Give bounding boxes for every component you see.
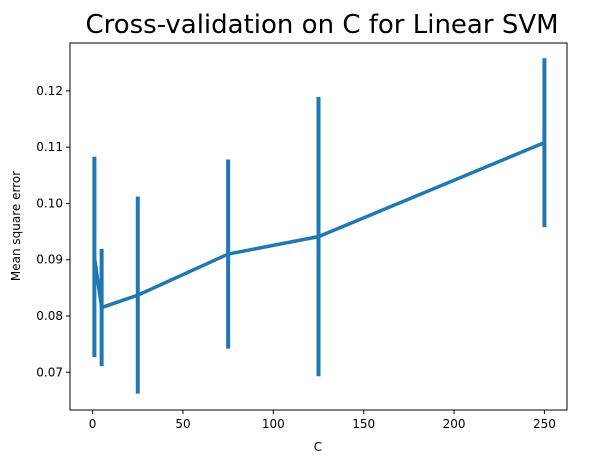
x-axis-label: C [314,440,322,454]
x-tick-label: 150 [352,417,375,431]
y-tick-label: 0.12 [36,84,63,98]
plot-area [92,58,547,394]
y-tick-label: 0.09 [36,253,63,267]
y-tick-label: 0.10 [36,196,63,210]
y-tick-label: 0.07 [36,365,63,379]
x-axis: 0 50 100 150 200 250 [89,410,556,431]
chart-title: Cross-validation on C for Linear SVM [85,10,558,40]
plot-frame [69,42,568,411]
x-tick-label: 200 [443,417,466,431]
x-tick-label: 250 [533,417,556,431]
y-tick-label: 0.08 [36,309,63,323]
y-axis: 0.07 0.08 0.09 0.10 0.11 0.12 [36,84,70,379]
x-tick-label: 50 [175,417,190,431]
x-tick-label: 0 [89,417,97,431]
series-line [92,141,546,310]
x-tick-label: 100 [262,417,285,431]
y-axis-label: Mean square error [9,171,23,281]
y-tick-label: 0.11 [36,140,63,154]
